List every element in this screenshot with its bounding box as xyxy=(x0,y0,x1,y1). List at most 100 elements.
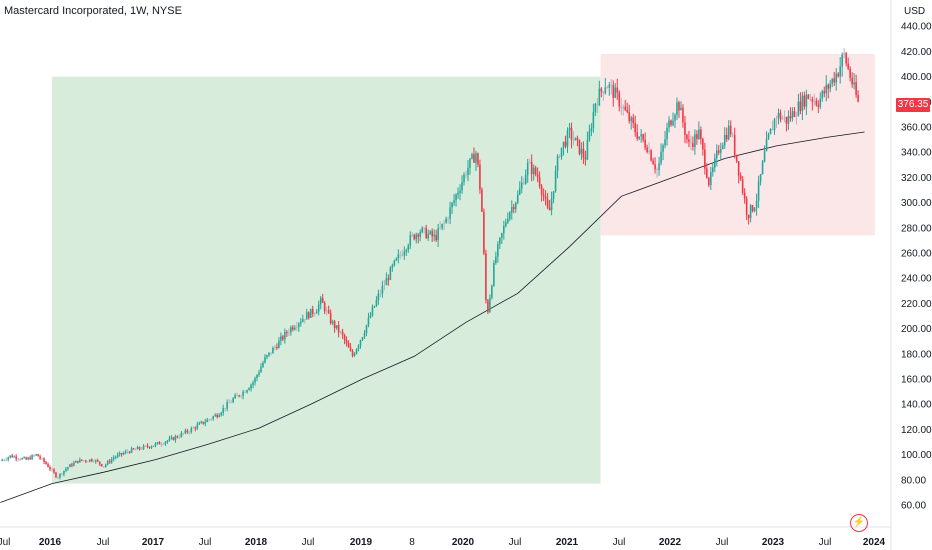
candle-body xyxy=(628,112,631,122)
green-zone xyxy=(52,76,601,484)
lightning-bolt-icon[interactable]: ⚡ xyxy=(850,514,868,532)
price-tick-label: 320.00 xyxy=(901,173,932,184)
time-tick-label: 2024 xyxy=(863,537,886,548)
candle-body xyxy=(630,117,633,122)
candle-body xyxy=(688,139,690,142)
candle-body xyxy=(574,137,577,141)
candle-body xyxy=(369,315,372,318)
price-tick-label: 220.00 xyxy=(901,299,932,310)
candle-body xyxy=(833,78,836,83)
candle-body xyxy=(471,154,473,159)
candle-body xyxy=(425,227,427,239)
candle-body xyxy=(391,265,394,268)
candle-body xyxy=(81,459,83,461)
time-tick-label: 2018 xyxy=(245,537,268,548)
candle-body xyxy=(713,158,716,168)
candle-body xyxy=(112,457,115,460)
candle-body xyxy=(206,419,209,423)
candle-body xyxy=(29,457,31,460)
candle-body xyxy=(696,134,698,140)
candle-body xyxy=(202,421,205,424)
candle-body xyxy=(757,181,760,201)
candle-body xyxy=(397,254,400,259)
candle-body xyxy=(403,251,406,256)
candle-body xyxy=(753,208,756,211)
candle-body xyxy=(542,194,545,197)
candle-body xyxy=(7,457,10,460)
candle-body xyxy=(489,297,491,313)
candle-body xyxy=(315,311,318,314)
candle-body xyxy=(491,285,493,298)
candle-body xyxy=(33,455,35,457)
candle-body xyxy=(184,430,187,434)
candle-body xyxy=(427,233,429,239)
candle-body xyxy=(793,111,796,117)
price-tick-label: 60.00 xyxy=(901,501,926,512)
candle-body xyxy=(578,139,581,154)
candle-body xyxy=(751,205,754,211)
candle-body xyxy=(514,202,517,210)
candle-body xyxy=(250,384,252,389)
candle-body xyxy=(516,194,519,203)
time-tick-label: 2023 xyxy=(762,537,785,548)
candle-body xyxy=(349,347,352,352)
candle-body xyxy=(106,461,109,465)
candle-body xyxy=(795,115,798,117)
price-tick-label: 140.00 xyxy=(901,400,932,411)
candle-body xyxy=(556,156,559,171)
candle-body xyxy=(194,427,197,429)
candle-body xyxy=(550,198,553,211)
candle-body xyxy=(536,174,539,178)
candle-body xyxy=(590,128,593,132)
time-tick-label: 2021 xyxy=(556,537,579,548)
candle-body xyxy=(292,327,294,330)
candle-body xyxy=(682,107,684,123)
candle-body xyxy=(700,129,702,140)
currency-label[interactable]: USD xyxy=(904,6,926,17)
candle-body xyxy=(839,66,841,77)
candle-body xyxy=(773,119,776,131)
candle-body xyxy=(142,445,145,449)
candle-body xyxy=(437,228,439,241)
candle-body xyxy=(518,188,521,195)
candle-body xyxy=(228,402,230,404)
candle-body xyxy=(192,427,195,429)
candle-body xyxy=(447,218,449,220)
candle-body xyxy=(116,454,119,457)
candle-body xyxy=(548,207,551,211)
candle-body xyxy=(481,189,483,212)
candle-body xyxy=(299,321,302,324)
candle-body xyxy=(493,262,495,286)
candle-body xyxy=(429,231,431,234)
candle-body xyxy=(401,254,404,256)
candle-body xyxy=(164,441,167,444)
candle-body xyxy=(580,148,583,154)
candle-body xyxy=(266,355,268,358)
candle-body xyxy=(815,100,818,105)
candle-body xyxy=(379,293,382,295)
candle-body xyxy=(602,91,605,94)
time-tick-label: Jul xyxy=(716,537,729,548)
candle-body xyxy=(855,82,857,95)
candle-body xyxy=(717,150,720,153)
candle-body xyxy=(152,445,155,447)
candle-body xyxy=(632,117,634,124)
candle-body xyxy=(570,127,573,140)
candle-body xyxy=(540,186,543,195)
candle-body xyxy=(333,321,336,329)
candle-body xyxy=(640,134,642,137)
price-tick-label: 240.00 xyxy=(901,274,932,285)
candle-body xyxy=(712,167,714,173)
candle-body xyxy=(638,136,640,139)
candle-body xyxy=(57,477,59,479)
candle-body xyxy=(168,438,171,441)
last-price-tag: 376.35 xyxy=(896,98,930,112)
candle-body xyxy=(317,304,320,312)
candle-body xyxy=(501,233,503,238)
candle-body xyxy=(321,297,324,303)
candle-body xyxy=(130,448,133,453)
candle-body xyxy=(729,125,732,135)
candle-body xyxy=(337,325,340,333)
candle-body xyxy=(15,456,17,459)
